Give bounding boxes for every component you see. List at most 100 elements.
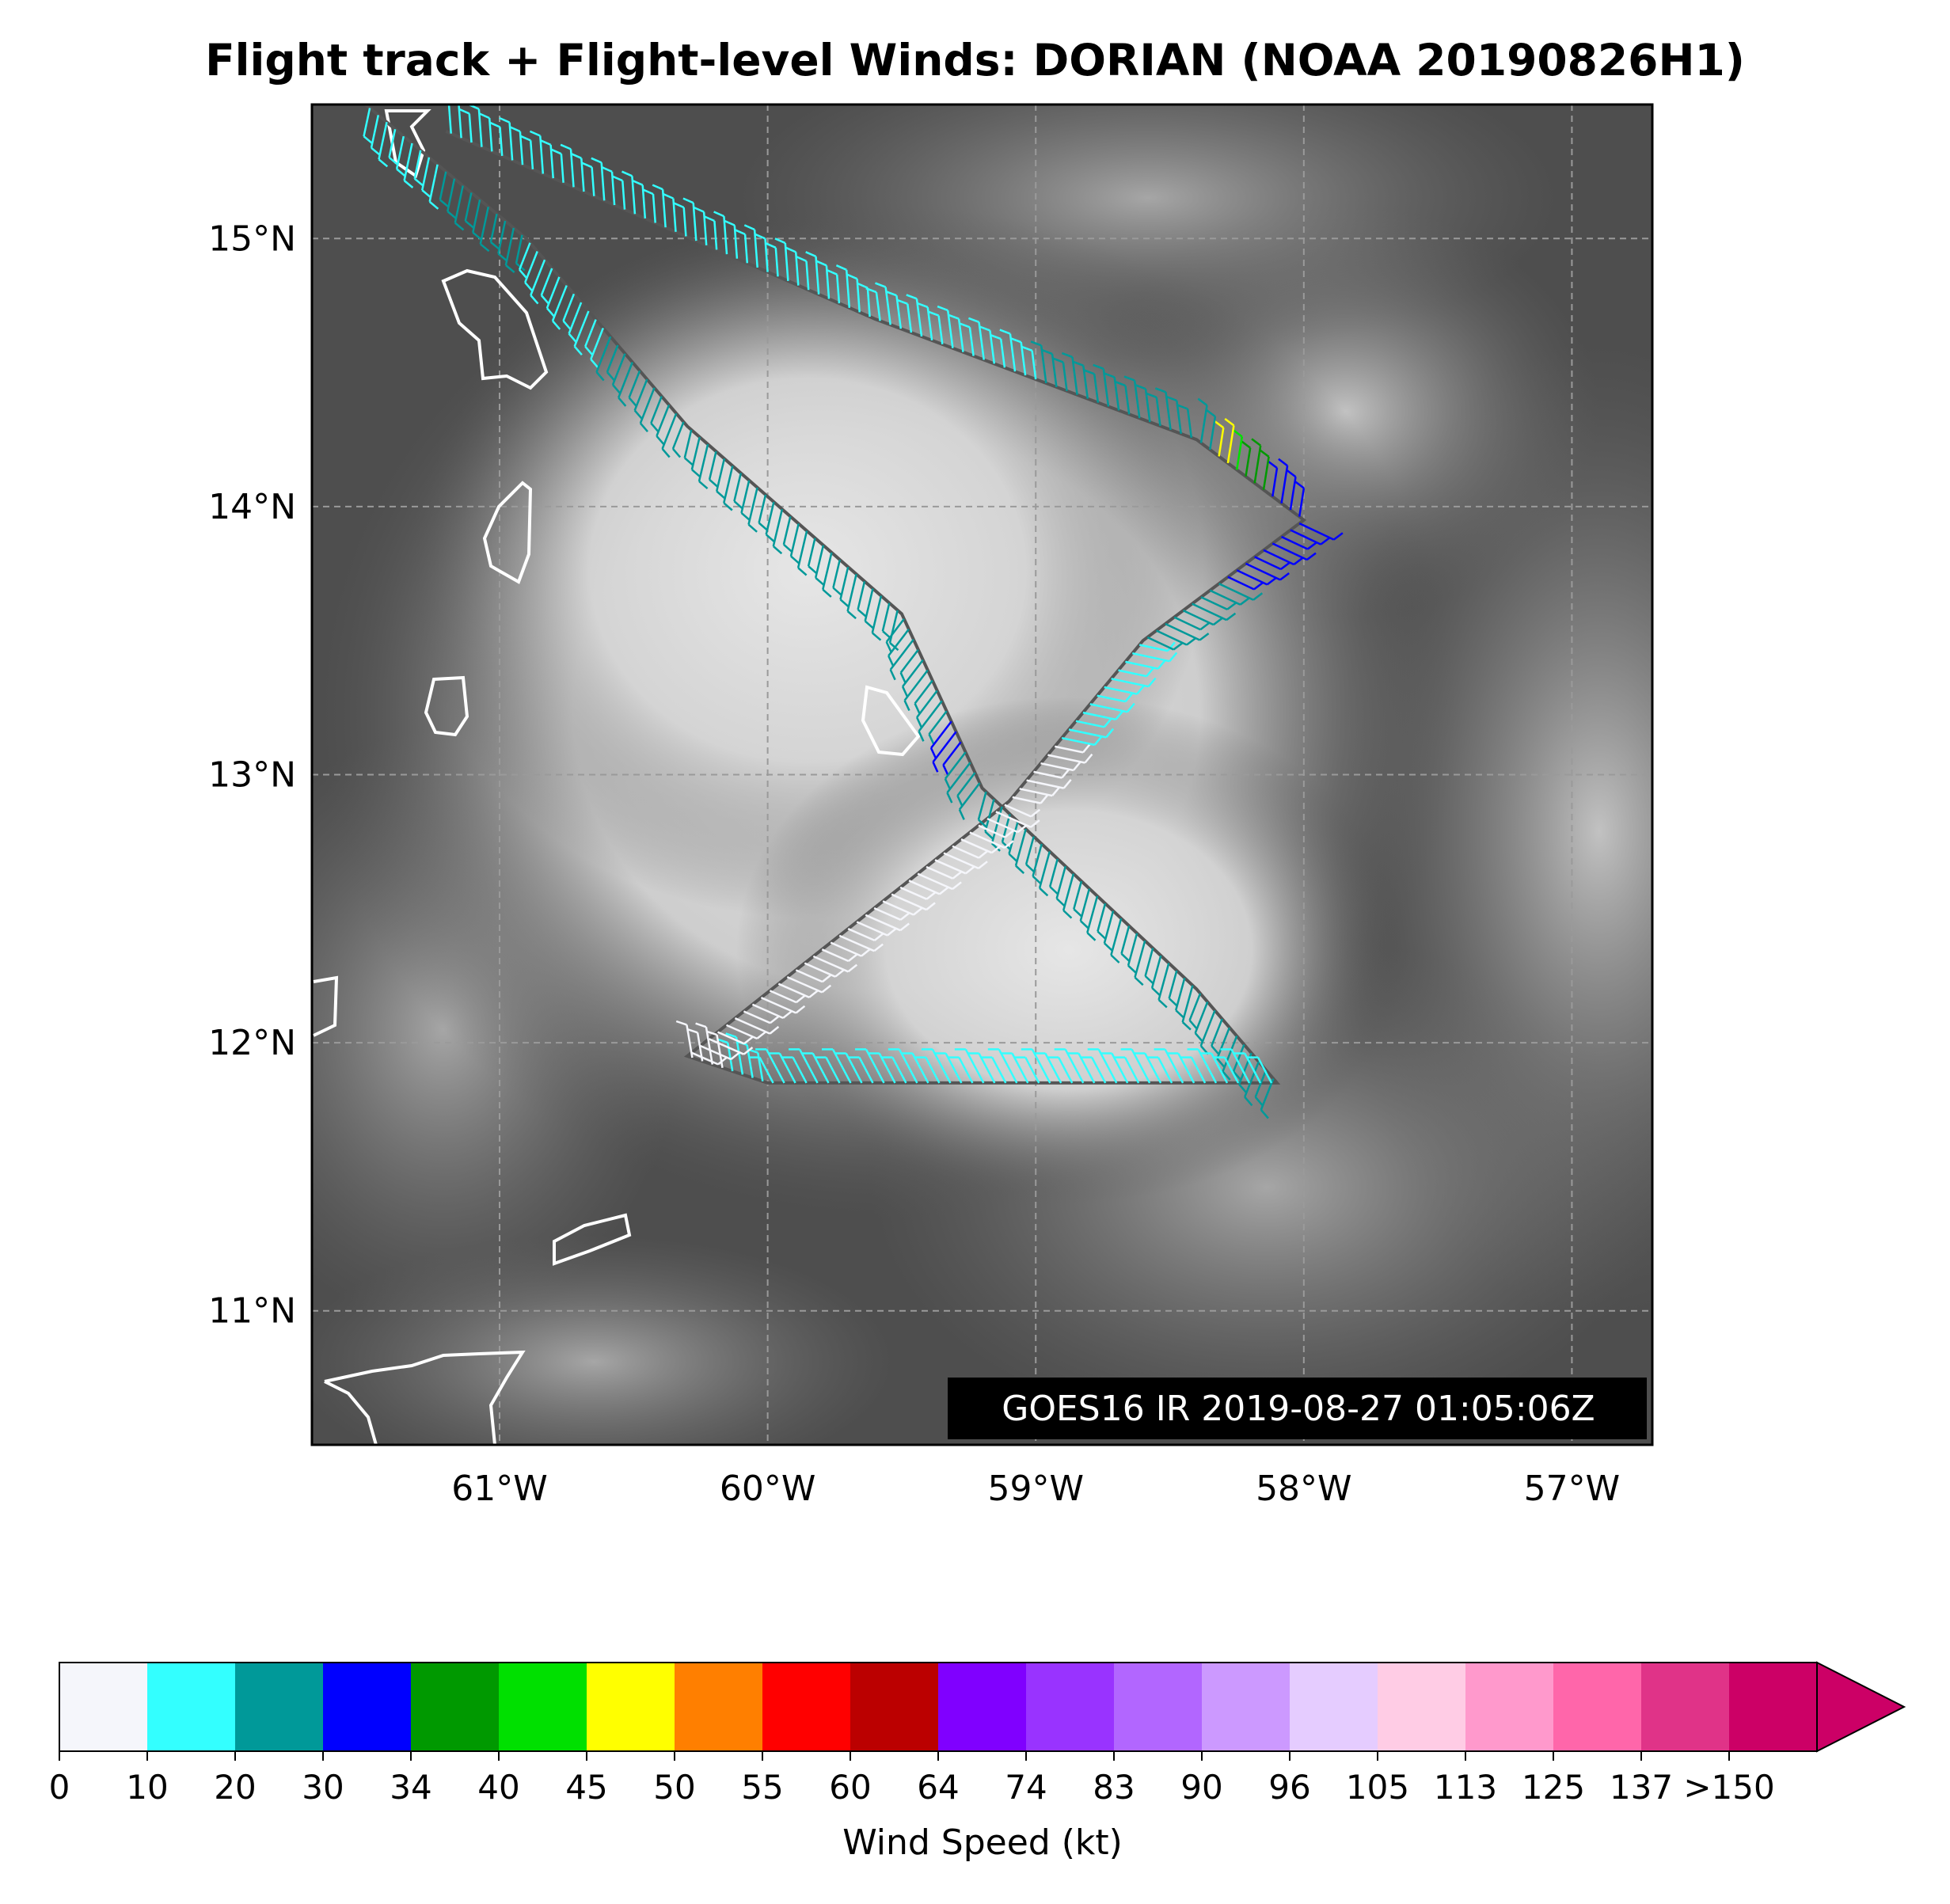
wind-barb xyxy=(960,838,993,854)
wind-barb xyxy=(903,669,929,701)
wind-barb xyxy=(825,265,831,299)
wind-barb xyxy=(839,566,850,600)
wind-barb xyxy=(958,782,981,811)
wind-barb-flag xyxy=(1293,557,1304,565)
wind-barb xyxy=(733,225,739,259)
wind-barb xyxy=(1174,977,1186,1011)
wind-barb-flag xyxy=(650,422,660,433)
wind-barb-flag xyxy=(639,422,648,433)
island-coastline xyxy=(482,481,533,584)
wind-barb xyxy=(1155,397,1161,427)
wind-barb-flag xyxy=(1151,986,1161,997)
wind-barb xyxy=(740,480,751,514)
wind-barb-flag xyxy=(1146,392,1157,398)
wind-barb-flag xyxy=(1061,768,1070,779)
wind-barb-flag xyxy=(725,1032,737,1039)
wind-barb xyxy=(447,105,452,134)
wind-barb-flag xyxy=(1062,910,1073,919)
wind-barb xyxy=(600,162,606,201)
flight-track-layer xyxy=(363,105,1344,1119)
wind-barb xyxy=(812,1052,830,1084)
wind-barb xyxy=(560,154,564,183)
wind-barb xyxy=(1182,609,1214,626)
flight-track-line xyxy=(364,105,1307,1085)
wind-barb xyxy=(958,1057,974,1084)
wind-barb-flag xyxy=(1168,998,1178,1007)
wind-barb xyxy=(618,362,633,398)
wind-barb xyxy=(847,928,876,942)
wind-barb-flag xyxy=(888,655,895,667)
wind-barb-flag xyxy=(478,112,490,120)
wind-barb xyxy=(1230,1048,1251,1084)
wind-barb xyxy=(753,229,758,268)
wind-barb xyxy=(378,122,388,160)
wind-barb xyxy=(1038,851,1051,889)
colorbar-tick-label: 105 xyxy=(1346,1768,1409,1807)
colorbar-bin xyxy=(1729,1663,1818,1751)
wind-barb-flag xyxy=(899,672,907,683)
wind-barb-flag xyxy=(490,241,500,250)
wind-barb xyxy=(1090,1057,1107,1084)
wind-barb-flag xyxy=(796,255,808,262)
wind-barb-flag xyxy=(403,180,414,188)
wind-barb-flag xyxy=(1126,702,1135,713)
wind-barb xyxy=(590,327,604,360)
cloud-mass xyxy=(736,697,1401,1203)
wind-barb xyxy=(825,1057,841,1084)
wind-barb xyxy=(1057,1057,1074,1084)
wind-barb xyxy=(934,859,967,875)
wind-barb xyxy=(1110,918,1123,956)
wind-barb xyxy=(661,189,667,228)
colorbar-tick-label: 64 xyxy=(917,1768,959,1807)
wind-barb-flag xyxy=(1039,887,1049,897)
wind-barb xyxy=(1245,562,1281,581)
wind-barb-flag xyxy=(1105,728,1115,739)
wind-barb-flag xyxy=(783,543,793,553)
colorbar-tick-label: 40 xyxy=(477,1768,519,1807)
wind-barb xyxy=(865,1048,885,1084)
wind-barb xyxy=(549,144,554,179)
wind-barb-flag xyxy=(1072,761,1081,771)
wind-barb xyxy=(690,1051,719,1066)
colorbar-bin xyxy=(1641,1663,1730,1751)
wind-barb-flag xyxy=(570,153,582,159)
wind-barb xyxy=(1113,377,1120,411)
wind-barb xyxy=(468,113,473,143)
wind-barb xyxy=(488,118,493,152)
wind-barb-flag xyxy=(826,268,838,276)
wind-barb-flag xyxy=(1205,409,1216,418)
wind-barb xyxy=(702,211,708,245)
colorbar-tick-label: 74 xyxy=(1005,1768,1047,1807)
wind-barb-flag xyxy=(978,861,988,869)
wind-barb-flag xyxy=(545,307,555,317)
wind-barb xyxy=(805,260,810,291)
wind-barb xyxy=(692,203,698,241)
wind-barb xyxy=(715,458,726,492)
wind-barb xyxy=(1290,529,1321,545)
axis-labels: 15°N 14°N 13°N 12°N 11°N 61°W 60°W 59°W 58°W 57°W xyxy=(208,219,1620,1509)
wind-barb-flag xyxy=(1165,395,1177,402)
wind-barb xyxy=(956,772,976,796)
wind-barb xyxy=(856,921,888,937)
wind-barb xyxy=(1093,374,1100,403)
wind-barb xyxy=(650,396,663,424)
wind-barb xyxy=(708,1038,745,1055)
wind-barb xyxy=(1082,365,1089,399)
wind-barb xyxy=(991,1057,1007,1084)
wind-barb-flag xyxy=(903,700,910,712)
wind-barb xyxy=(713,220,718,250)
cloud-mass xyxy=(312,1235,895,1445)
colorbar-bin xyxy=(1202,1663,1290,1751)
wind-barb xyxy=(1188,993,1202,1021)
wind-barb-flag xyxy=(458,108,470,115)
wind-barb xyxy=(881,602,891,632)
wind-barb-flag xyxy=(918,731,925,742)
wind-barb-flag xyxy=(464,220,475,230)
wind-barb-flag xyxy=(1052,357,1064,363)
wind-barb xyxy=(428,164,439,203)
wind-barb xyxy=(1075,720,1105,728)
lon-tick-label: 60°W xyxy=(720,1469,816,1509)
wind-barb xyxy=(1071,356,1078,395)
wind-barb-flag xyxy=(873,933,884,941)
wind-barb-flag xyxy=(755,233,766,240)
